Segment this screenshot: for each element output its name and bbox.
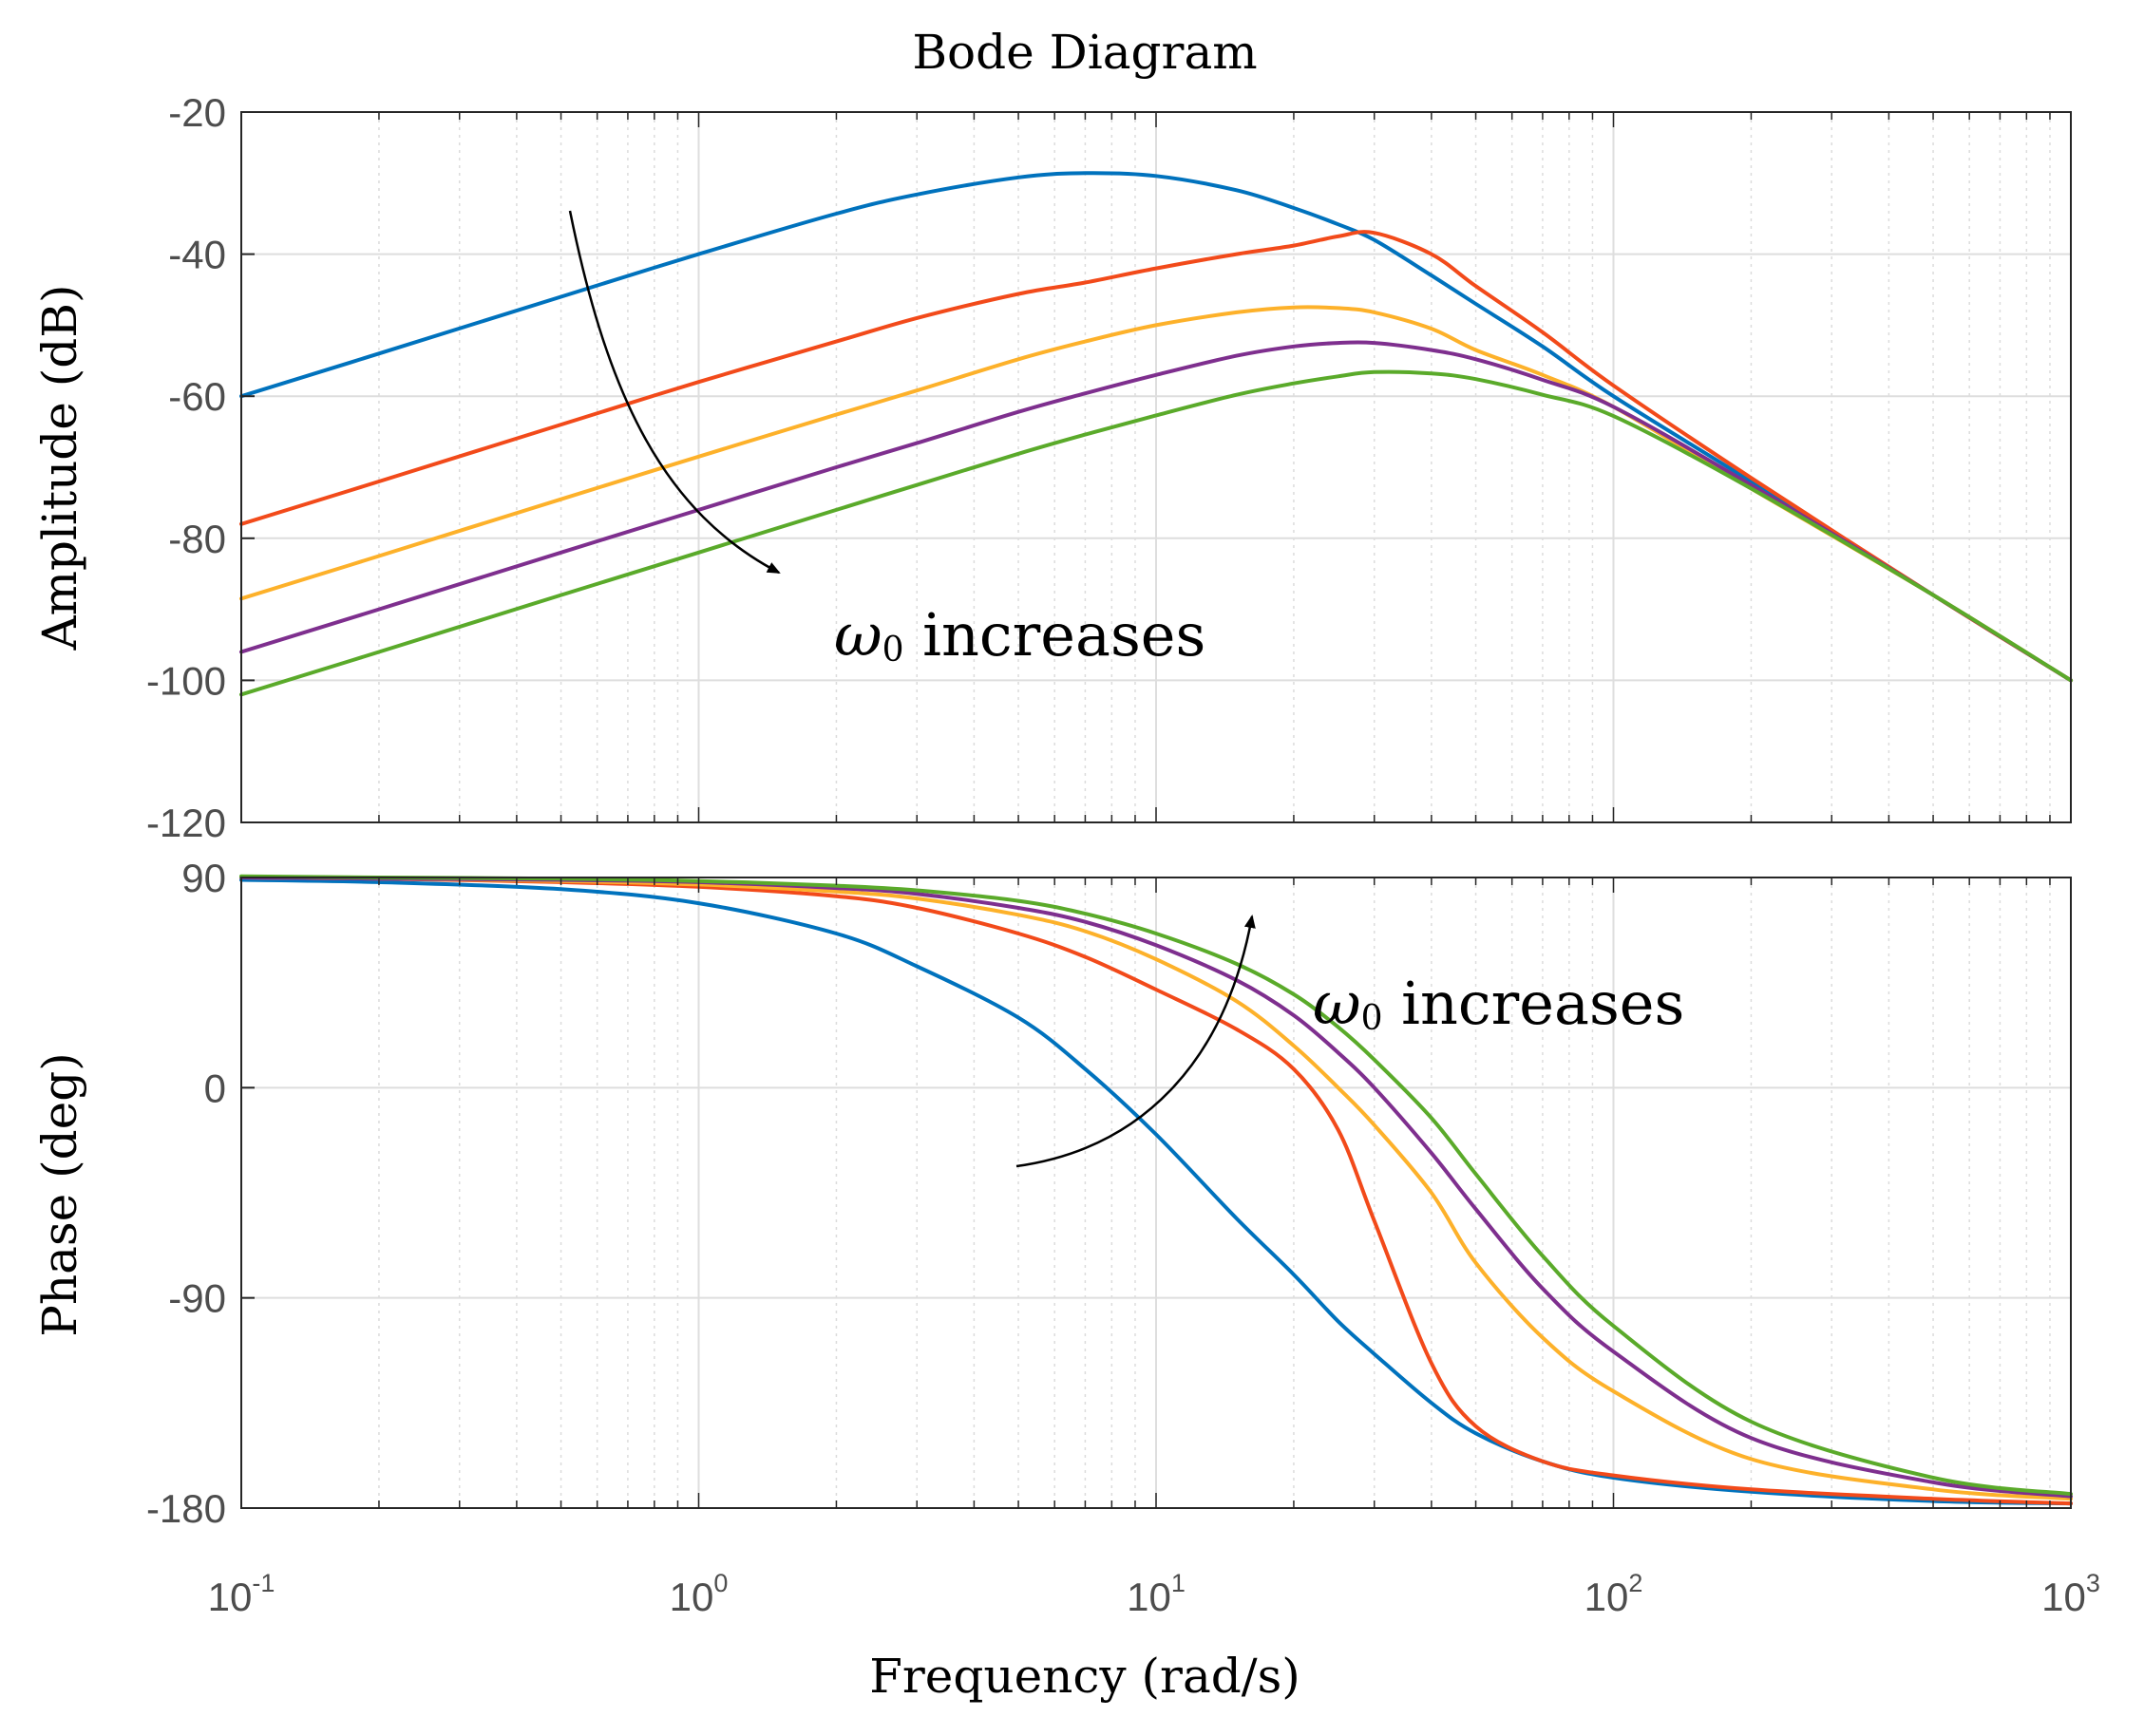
amplitude-y-tick-label: -120 xyxy=(146,801,226,845)
phase-annotation: ω0 increases xyxy=(1313,969,1684,1038)
x-tick-label: 102 xyxy=(1584,1569,1643,1619)
amplitude-y-tick-label: -100 xyxy=(146,658,226,703)
amplitude-annotation: ω0 increases xyxy=(834,600,1205,670)
amplitude-series-5-line xyxy=(239,369,2073,697)
x-tick-label: 10-1 xyxy=(208,1569,275,1619)
amplitude-y-tick-label: -60 xyxy=(168,374,226,419)
x-axis-ticks: 10-1 100 101 102 103 xyxy=(208,1569,2100,1619)
amplitude-y-tick-label: -40 xyxy=(168,233,226,277)
amplitude-y-ticks: -20 -40 -60 -80 -100 -120 xyxy=(146,90,2051,845)
amplitude-series xyxy=(239,171,2073,697)
amplitude-annotation-text: increases xyxy=(903,600,1205,670)
phase-series-1-line xyxy=(239,877,2073,1506)
phase-series xyxy=(239,874,2073,1506)
phase-series-5-line xyxy=(239,874,2073,1497)
phase-series-2-line xyxy=(239,876,2073,1506)
phase-y-ticks: 90 0 -90 -180 xyxy=(146,856,2051,1531)
phase-panel: 900-90-180 Phase (deg) ω0 increases xyxy=(32,856,2073,1531)
x-tick-exponent: 0 xyxy=(713,1569,728,1597)
chart-title: Bode Diagram xyxy=(912,25,1257,80)
x-tick-base: 10 xyxy=(670,1575,714,1619)
amplitude-annotation-symbol: ω xyxy=(834,600,882,670)
amplitude-panel: -20 -40 -60 -80 -100 -120 Amplitude (dB) ω0 i… xyxy=(32,90,2073,845)
x-tick-label: 101 xyxy=(1127,1569,1186,1619)
x-tick-exponent: -1 xyxy=(252,1569,275,1597)
phase-y-label: Phase (deg) xyxy=(32,1052,87,1336)
phase-annotation-symbol: ω xyxy=(1313,969,1361,1038)
x-tick-base: 10 xyxy=(1584,1575,1629,1619)
x-axis-label: Frequency (rad/s) xyxy=(869,1649,1300,1704)
phase-annotation-text: increases xyxy=(1382,969,1684,1038)
phase-y-tick-label: 90 xyxy=(181,856,226,900)
amplitude-series-4-line xyxy=(239,340,2073,683)
x-tick-exponent: 1 xyxy=(1171,1569,1186,1597)
x-tick-base: 10 xyxy=(1127,1575,1171,1619)
phase-y-tick-label: -90 xyxy=(168,1276,226,1321)
x-tick-label: 103 xyxy=(2041,1569,2100,1619)
x-tick-label: 100 xyxy=(670,1569,729,1619)
amplitude-annotation-subscript: 0 xyxy=(882,631,904,670)
phase-annotation-subscript: 0 xyxy=(1361,999,1383,1038)
amplitude-series-2-line xyxy=(239,230,2073,683)
x-tick-exponent: 2 xyxy=(1628,1569,1642,1597)
amplitude-y-label: Amplitude (dB) xyxy=(32,284,87,651)
x-tick-exponent: 3 xyxy=(2086,1569,2100,1597)
phase-annotation-arrow xyxy=(1015,915,1256,1168)
x-tick-base: 10 xyxy=(2041,1575,2086,1619)
amplitude-annotation-arrow xyxy=(568,210,781,575)
phase-y-tick-label: -180 xyxy=(146,1486,226,1531)
amplitude-series-1-line xyxy=(239,171,2073,683)
amplitude-y-tick-label: -20 xyxy=(168,90,226,135)
x-tick-base: 10 xyxy=(208,1575,253,1619)
amplitude-y-tick-label: -80 xyxy=(168,517,226,561)
phase-y-tick-label: 0 xyxy=(204,1066,226,1110)
phase-series-3-line xyxy=(239,876,2073,1501)
